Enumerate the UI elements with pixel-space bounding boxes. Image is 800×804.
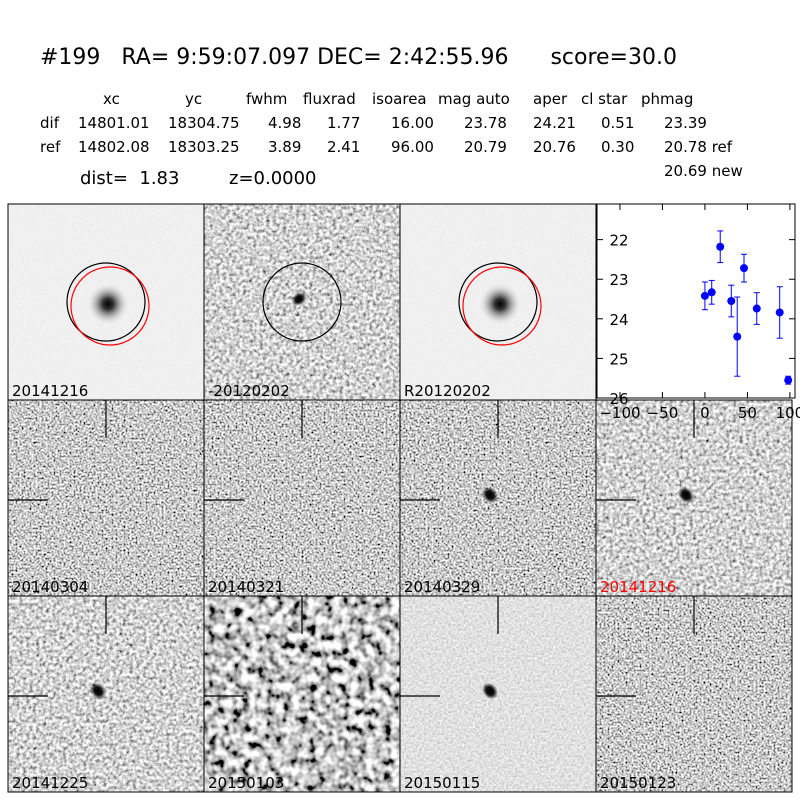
column-header: xc (103, 90, 120, 108)
column-header: fwhm (246, 90, 287, 108)
source (678, 486, 694, 504)
image-panel: 20150123 (595, 595, 793, 793)
point (775, 308, 784, 317)
panel-label: 20141225 (12, 774, 88, 792)
y-tick-label: 24 (609, 311, 628, 329)
point (727, 297, 736, 305)
image-panel: -20120202 (203, 203, 401, 401)
panel-label: 20150115 (404, 774, 480, 792)
panel-label: 20140321 (208, 578, 284, 596)
table-cell: 0.30 (601, 138, 634, 156)
source (482, 682, 498, 700)
phmag-new: 20.69 new (664, 162, 743, 180)
column-header: fluxrad (303, 90, 356, 108)
point (716, 242, 725, 251)
title: #199 RA= 9:59:07.097 DEC= 2:42:55.96 sco… (40, 45, 677, 70)
image-panel: 20150103 (203, 595, 401, 793)
image-panel: 20140321 (203, 399, 401, 597)
table-cell: dif (40, 114, 60, 132)
panel-label: R20120202 (404, 382, 491, 400)
table-cell: 16.00 (391, 114, 434, 132)
plot-marks (700, 230, 793, 385)
panel-label: 20140329 (404, 578, 480, 596)
table-cell: 23.39 (664, 114, 707, 132)
source (478, 282, 522, 326)
table-cell: 1.77 (327, 114, 360, 132)
panel-label: 20141216 (12, 382, 88, 400)
table-cell: 2.41 (327, 138, 360, 156)
table: xc yc fwhm fluxrad isoarea mag auto aper cl sta… (40, 90, 733, 156)
ref-aperture (70, 266, 150, 346)
aperture (458, 262, 538, 342)
column-header: isoarea (372, 90, 427, 108)
table-cell: 96.00 (391, 138, 434, 156)
point (740, 264, 749, 273)
table-cell: 24.21 (533, 114, 576, 132)
redshift: z=0.0000 (229, 168, 317, 189)
image-panel: 20141216 (595, 399, 793, 597)
x-tick-label: −50 (647, 404, 679, 422)
table-cell: 20.76 (533, 138, 576, 156)
source (86, 282, 130, 326)
table-cell: 18304.75 (168, 114, 240, 132)
column-header: yc (185, 90, 202, 108)
aperture (66, 262, 146, 342)
table-cell: 3.89 (268, 138, 301, 156)
table-cell: 20.79 (464, 138, 507, 156)
point (752, 304, 761, 313)
light-curve: 22 23 24 25 26−100 −50 0 50 100 (596, 203, 800, 422)
source (291, 292, 307, 306)
image-panel: R20120202 (399, 203, 597, 401)
x-tick-label: 50 (738, 404, 757, 422)
source (90, 682, 106, 700)
x-tick-label: 0 (700, 404, 710, 422)
x-tick-label: 100 (776, 404, 800, 422)
x-tick-label: −100 (599, 404, 640, 422)
y-tick-label: 26 (609, 390, 628, 408)
y-tick-label: 22 (609, 232, 628, 250)
point (784, 376, 793, 385)
panel-label: 20150123 (600, 774, 676, 792)
column-header: phmag (641, 90, 693, 108)
image-panel: 20140304 (7, 399, 205, 597)
image-grid: 20141216 -20120202 R20120202 20140304 201403… (7, 203, 793, 793)
point (707, 288, 716, 297)
panel-label: -20120202 (208, 382, 290, 400)
plot-area (597, 204, 795, 398)
plot-frame (596, 203, 796, 399)
column-header: cl star (581, 90, 628, 108)
table-cell: 14801.01 (78, 114, 150, 132)
table-cell: 14802.08 (78, 138, 150, 156)
image-panel: 20141225 (7, 595, 205, 793)
panel-label: 20140304 (12, 578, 88, 596)
image-panel: 20141216 (7, 203, 205, 401)
table-cell: ref (40, 138, 61, 156)
panel-frame (595, 595, 793, 793)
table-cell: 20.78 ref (664, 138, 733, 156)
ref-aperture (462, 266, 542, 346)
column-header: mag auto (438, 90, 510, 108)
image-panel: 20140329 (399, 399, 597, 597)
y-tick-label: 25 (609, 350, 628, 368)
point (733, 332, 742, 341)
table-cell: 0.51 (601, 114, 634, 132)
panel-label: 20141216 (600, 578, 676, 596)
column-header: aper (533, 90, 568, 108)
table-cell: 4.98 (268, 114, 301, 132)
point (700, 291, 709, 300)
y-tick-label: 23 (609, 271, 628, 289)
panel-label: 20150103 (208, 774, 284, 792)
aperture (262, 262, 342, 342)
table-cell: 18303.25 (168, 138, 240, 156)
image-panel: 20150115 (399, 595, 597, 793)
source (482, 486, 498, 504)
table-cell: 23.78 (464, 114, 507, 132)
dist: dist= 1.83 (80, 168, 179, 189)
